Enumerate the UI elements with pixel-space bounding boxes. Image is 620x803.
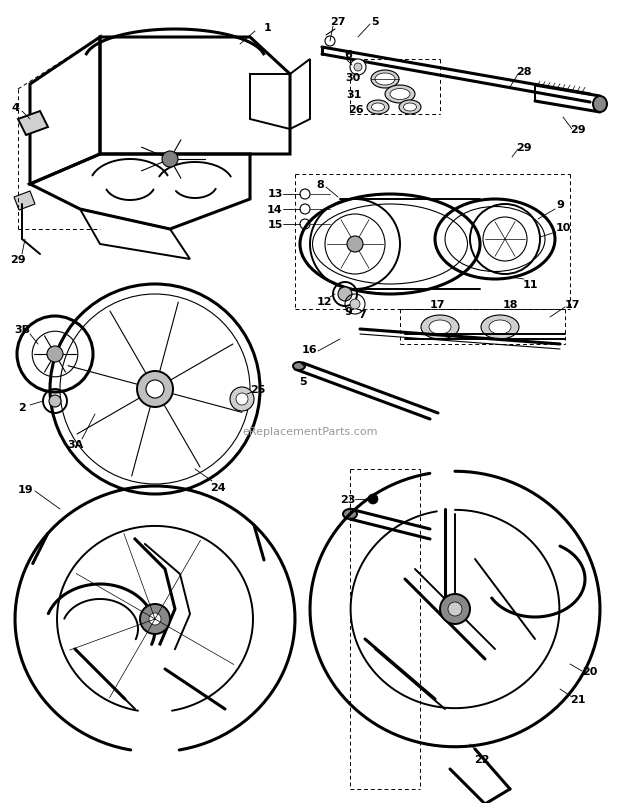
Text: 9: 9 <box>344 307 352 316</box>
Circle shape <box>140 604 170 634</box>
Ellipse shape <box>593 97 607 113</box>
Text: 5: 5 <box>299 377 307 386</box>
Polygon shape <box>14 192 35 210</box>
Ellipse shape <box>371 104 384 112</box>
Text: 23: 23 <box>340 495 356 504</box>
Text: 29: 29 <box>516 143 532 153</box>
Text: 6: 6 <box>344 50 352 60</box>
Text: 28: 28 <box>516 67 532 77</box>
Ellipse shape <box>429 320 451 335</box>
Circle shape <box>236 393 248 406</box>
Circle shape <box>325 37 335 47</box>
Text: 9: 9 <box>556 200 564 210</box>
Circle shape <box>162 152 178 168</box>
Circle shape <box>300 220 310 230</box>
Polygon shape <box>18 112 48 136</box>
Ellipse shape <box>343 509 357 520</box>
Circle shape <box>49 396 61 407</box>
Ellipse shape <box>371 71 399 89</box>
Ellipse shape <box>489 320 511 335</box>
Circle shape <box>368 495 378 504</box>
Text: 4: 4 <box>11 103 19 113</box>
Circle shape <box>300 205 310 214</box>
Text: 13: 13 <box>267 189 283 199</box>
Circle shape <box>149 613 161 626</box>
Circle shape <box>137 372 173 407</box>
Text: 22: 22 <box>474 754 490 764</box>
Ellipse shape <box>390 89 410 100</box>
Text: 17: 17 <box>564 300 580 310</box>
Circle shape <box>440 594 470 624</box>
Ellipse shape <box>385 86 415 104</box>
Ellipse shape <box>421 316 459 340</box>
Text: 21: 21 <box>570 694 586 704</box>
Text: 18: 18 <box>502 300 518 310</box>
Circle shape <box>338 287 352 302</box>
Circle shape <box>230 388 254 411</box>
Text: 1: 1 <box>264 23 272 33</box>
Text: 19: 19 <box>17 484 33 495</box>
Circle shape <box>354 64 362 72</box>
Text: 17: 17 <box>429 300 445 310</box>
Text: 25: 25 <box>250 385 266 394</box>
Ellipse shape <box>293 362 305 370</box>
Text: 24: 24 <box>210 483 226 492</box>
Text: 30: 30 <box>345 73 361 83</box>
Text: eReplacementParts.com: eReplacementParts.com <box>242 426 378 437</box>
Text: 3A: 3A <box>67 439 83 450</box>
Text: 5: 5 <box>371 17 379 27</box>
Circle shape <box>448 602 462 616</box>
Text: 11: 11 <box>522 279 538 290</box>
Text: 10: 10 <box>556 222 570 233</box>
Circle shape <box>347 237 363 253</box>
Text: 7: 7 <box>358 310 366 320</box>
Circle shape <box>350 300 360 310</box>
Text: 12: 12 <box>316 296 332 307</box>
Text: 31: 31 <box>347 90 361 100</box>
Ellipse shape <box>481 316 519 340</box>
Text: 14: 14 <box>267 205 283 214</box>
Ellipse shape <box>404 104 417 112</box>
Text: 16: 16 <box>302 344 318 355</box>
Text: 26: 26 <box>348 105 364 115</box>
Circle shape <box>350 60 366 76</box>
Text: 15: 15 <box>267 220 283 230</box>
Circle shape <box>300 190 310 200</box>
Ellipse shape <box>399 101 421 115</box>
Text: 3B: 3B <box>14 324 30 335</box>
Text: 20: 20 <box>582 666 598 676</box>
Circle shape <box>47 347 63 362</box>
Ellipse shape <box>367 101 389 115</box>
Circle shape <box>146 381 164 398</box>
Ellipse shape <box>375 74 395 86</box>
Text: 27: 27 <box>330 17 346 27</box>
Text: 2: 2 <box>18 402 26 413</box>
Text: 8: 8 <box>316 180 324 190</box>
Text: 29: 29 <box>10 255 26 265</box>
Text: 29: 29 <box>570 124 586 135</box>
